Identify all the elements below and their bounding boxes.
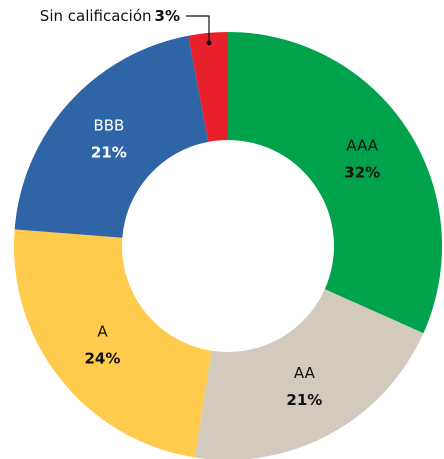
label-value: 3% [155, 7, 180, 25]
slice [188, 32, 228, 142]
leader-line [186, 15, 210, 43]
slice-label: BBB [93, 117, 124, 135]
slice-value: 21% [286, 391, 322, 409]
leader-dot [206, 40, 212, 46]
slice-label: A [97, 323, 108, 341]
slice-value: 21% [91, 144, 127, 162]
label-name: Sin calificación [40, 7, 152, 25]
slice-label: AA [294, 364, 316, 382]
slice [228, 32, 443, 334]
slice-value: 32% [344, 163, 380, 181]
slice-label: AAA [346, 136, 378, 154]
slice [194, 289, 424, 459]
slice [14, 229, 212, 458]
slice-value: 24% [85, 350, 121, 368]
outside-label: Sin calificación 3% [40, 7, 180, 25]
slice [14, 35, 209, 238]
